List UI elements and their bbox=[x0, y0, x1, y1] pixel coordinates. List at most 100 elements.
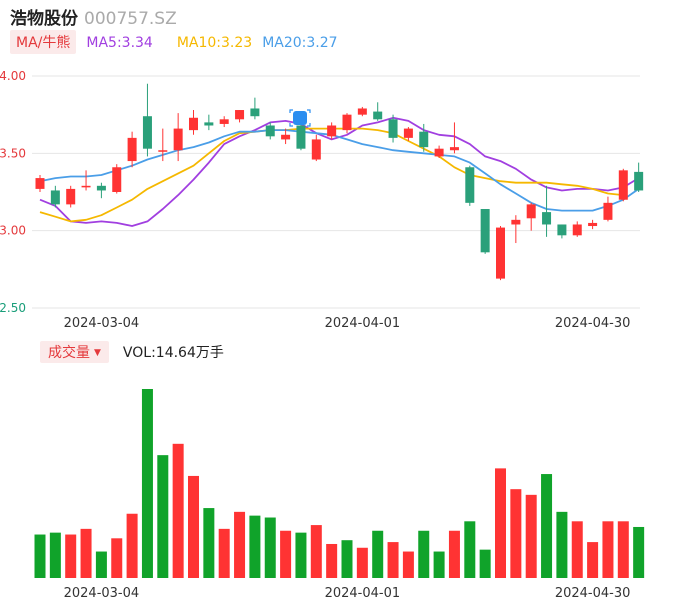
candle-body bbox=[434, 148, 444, 157]
x-tick-label: 2024-04-01 bbox=[325, 316, 401, 331]
annotation-marker[interactable] bbox=[289, 109, 311, 127]
volume-bar bbox=[479, 549, 491, 578]
candle-body bbox=[342, 114, 352, 131]
candle bbox=[634, 162, 644, 192]
ma-selector-button[interactable]: MA/牛熊 bbox=[10, 30, 77, 54]
y-tick-label: 4.00 bbox=[0, 69, 26, 83]
volume-bar bbox=[141, 389, 153, 578]
volume-bar bbox=[525, 494, 537, 578]
volume-bar bbox=[95, 551, 107, 578]
candle-body bbox=[235, 110, 245, 120]
candle-body bbox=[250, 108, 260, 117]
candle-body bbox=[81, 185, 91, 188]
candle-body bbox=[449, 147, 459, 151]
kline-y-axis: 4.00 3.50 3.00 2.50 bbox=[0, 69, 26, 315]
volume-bar bbox=[310, 525, 322, 578]
candle bbox=[388, 114, 398, 143]
volume-x-axis: 2024-03-04 2024-04-01 2024-04-30 bbox=[64, 586, 631, 601]
candle-body bbox=[189, 117, 198, 131]
volume-bars bbox=[34, 389, 645, 578]
candle bbox=[465, 165, 475, 206]
candle-body bbox=[357, 108, 367, 115]
candle-body bbox=[265, 125, 275, 137]
volume-bar bbox=[111, 538, 123, 578]
volume-bar bbox=[264, 517, 276, 578]
candle bbox=[235, 110, 245, 123]
y-tick-label: 3.00 bbox=[0, 224, 26, 238]
volume-bar bbox=[587, 542, 599, 578]
ma20-line bbox=[39, 129, 640, 212]
volume-value: VOL:14.64万手 bbox=[122, 345, 224, 361]
volume-bar bbox=[218, 528, 230, 578]
candle-body bbox=[296, 125, 306, 149]
volume-bar bbox=[602, 521, 614, 578]
candle-body bbox=[634, 171, 644, 191]
candle bbox=[496, 226, 505, 281]
x-tick-label: 2024-03-04 bbox=[64, 586, 140, 601]
candle bbox=[35, 174, 45, 192]
candle bbox=[403, 127, 413, 141]
candle bbox=[526, 202, 536, 231]
volume-bar bbox=[34, 534, 46, 578]
candle bbox=[480, 209, 490, 254]
y-tick-label: 2.50 bbox=[0, 301, 26, 315]
candle-body bbox=[511, 219, 521, 225]
volume-bar bbox=[188, 475, 199, 578]
candle bbox=[572, 221, 582, 237]
candle bbox=[434, 145, 444, 158]
volume-bar bbox=[418, 530, 430, 578]
candle-body bbox=[465, 167, 475, 203]
candle-body bbox=[557, 224, 567, 236]
volume-bar bbox=[495, 468, 506, 578]
volume-bar bbox=[249, 515, 261, 578]
volume-bar bbox=[80, 528, 92, 578]
candle-body bbox=[127, 137, 137, 162]
volume-bar bbox=[126, 513, 138, 578]
candle-body bbox=[112, 167, 122, 192]
candle-body bbox=[403, 128, 413, 138]
kline-grid bbox=[32, 75, 640, 309]
volume-bar bbox=[633, 526, 645, 578]
volume-bar bbox=[341, 540, 353, 578]
ma10-line bbox=[39, 127, 624, 223]
candle-body bbox=[327, 125, 337, 137]
stock-code: 000757.SZ bbox=[84, 9, 177, 29]
candle-body bbox=[219, 119, 229, 124]
volume-bar bbox=[326, 543, 338, 578]
marker-badge-icon[interactable] bbox=[293, 111, 307, 125]
candle bbox=[112, 164, 122, 194]
volume-bar bbox=[372, 530, 384, 578]
x-tick-label: 2024-04-30 bbox=[555, 586, 631, 601]
candle bbox=[542, 185, 552, 237]
candle bbox=[373, 102, 383, 121]
candle-body bbox=[542, 212, 552, 225]
volume-bar bbox=[510, 489, 522, 578]
candle bbox=[588, 219, 598, 230]
volume-selector-button[interactable]: 成交量 ▼ bbox=[40, 341, 109, 363]
candle-body bbox=[618, 170, 628, 200]
candle bbox=[81, 170, 91, 191]
volume-bar bbox=[433, 551, 445, 578]
volume-bar bbox=[172, 443, 184, 578]
candle-body bbox=[158, 150, 168, 152]
candle bbox=[96, 182, 106, 199]
candle-body bbox=[480, 209, 490, 253]
volume-bar bbox=[157, 455, 169, 578]
ma-legend: MA/牛熊 MA5:3.34 MA10:3.23 MA20:3.27 bbox=[10, 30, 338, 54]
y-tick-label: 3.50 bbox=[0, 146, 26, 160]
candle bbox=[419, 123, 429, 152]
x-tick-label: 2024-03-04 bbox=[64, 316, 140, 331]
candle-body bbox=[204, 122, 214, 126]
candles bbox=[35, 83, 644, 281]
volume-selector-label: 成交量 bbox=[48, 345, 90, 361]
volume-bar bbox=[571, 521, 583, 578]
candle bbox=[327, 122, 337, 140]
candle bbox=[127, 131, 137, 168]
stock-title: 浩物股份 000757.SZ bbox=[10, 4, 177, 29]
candle bbox=[50, 185, 60, 208]
volume-legend: 成交量 ▼ VOL:14.64万手 bbox=[40, 341, 224, 363]
candle bbox=[173, 113, 183, 162]
candle bbox=[158, 128, 168, 162]
volume-bar bbox=[203, 508, 215, 578]
